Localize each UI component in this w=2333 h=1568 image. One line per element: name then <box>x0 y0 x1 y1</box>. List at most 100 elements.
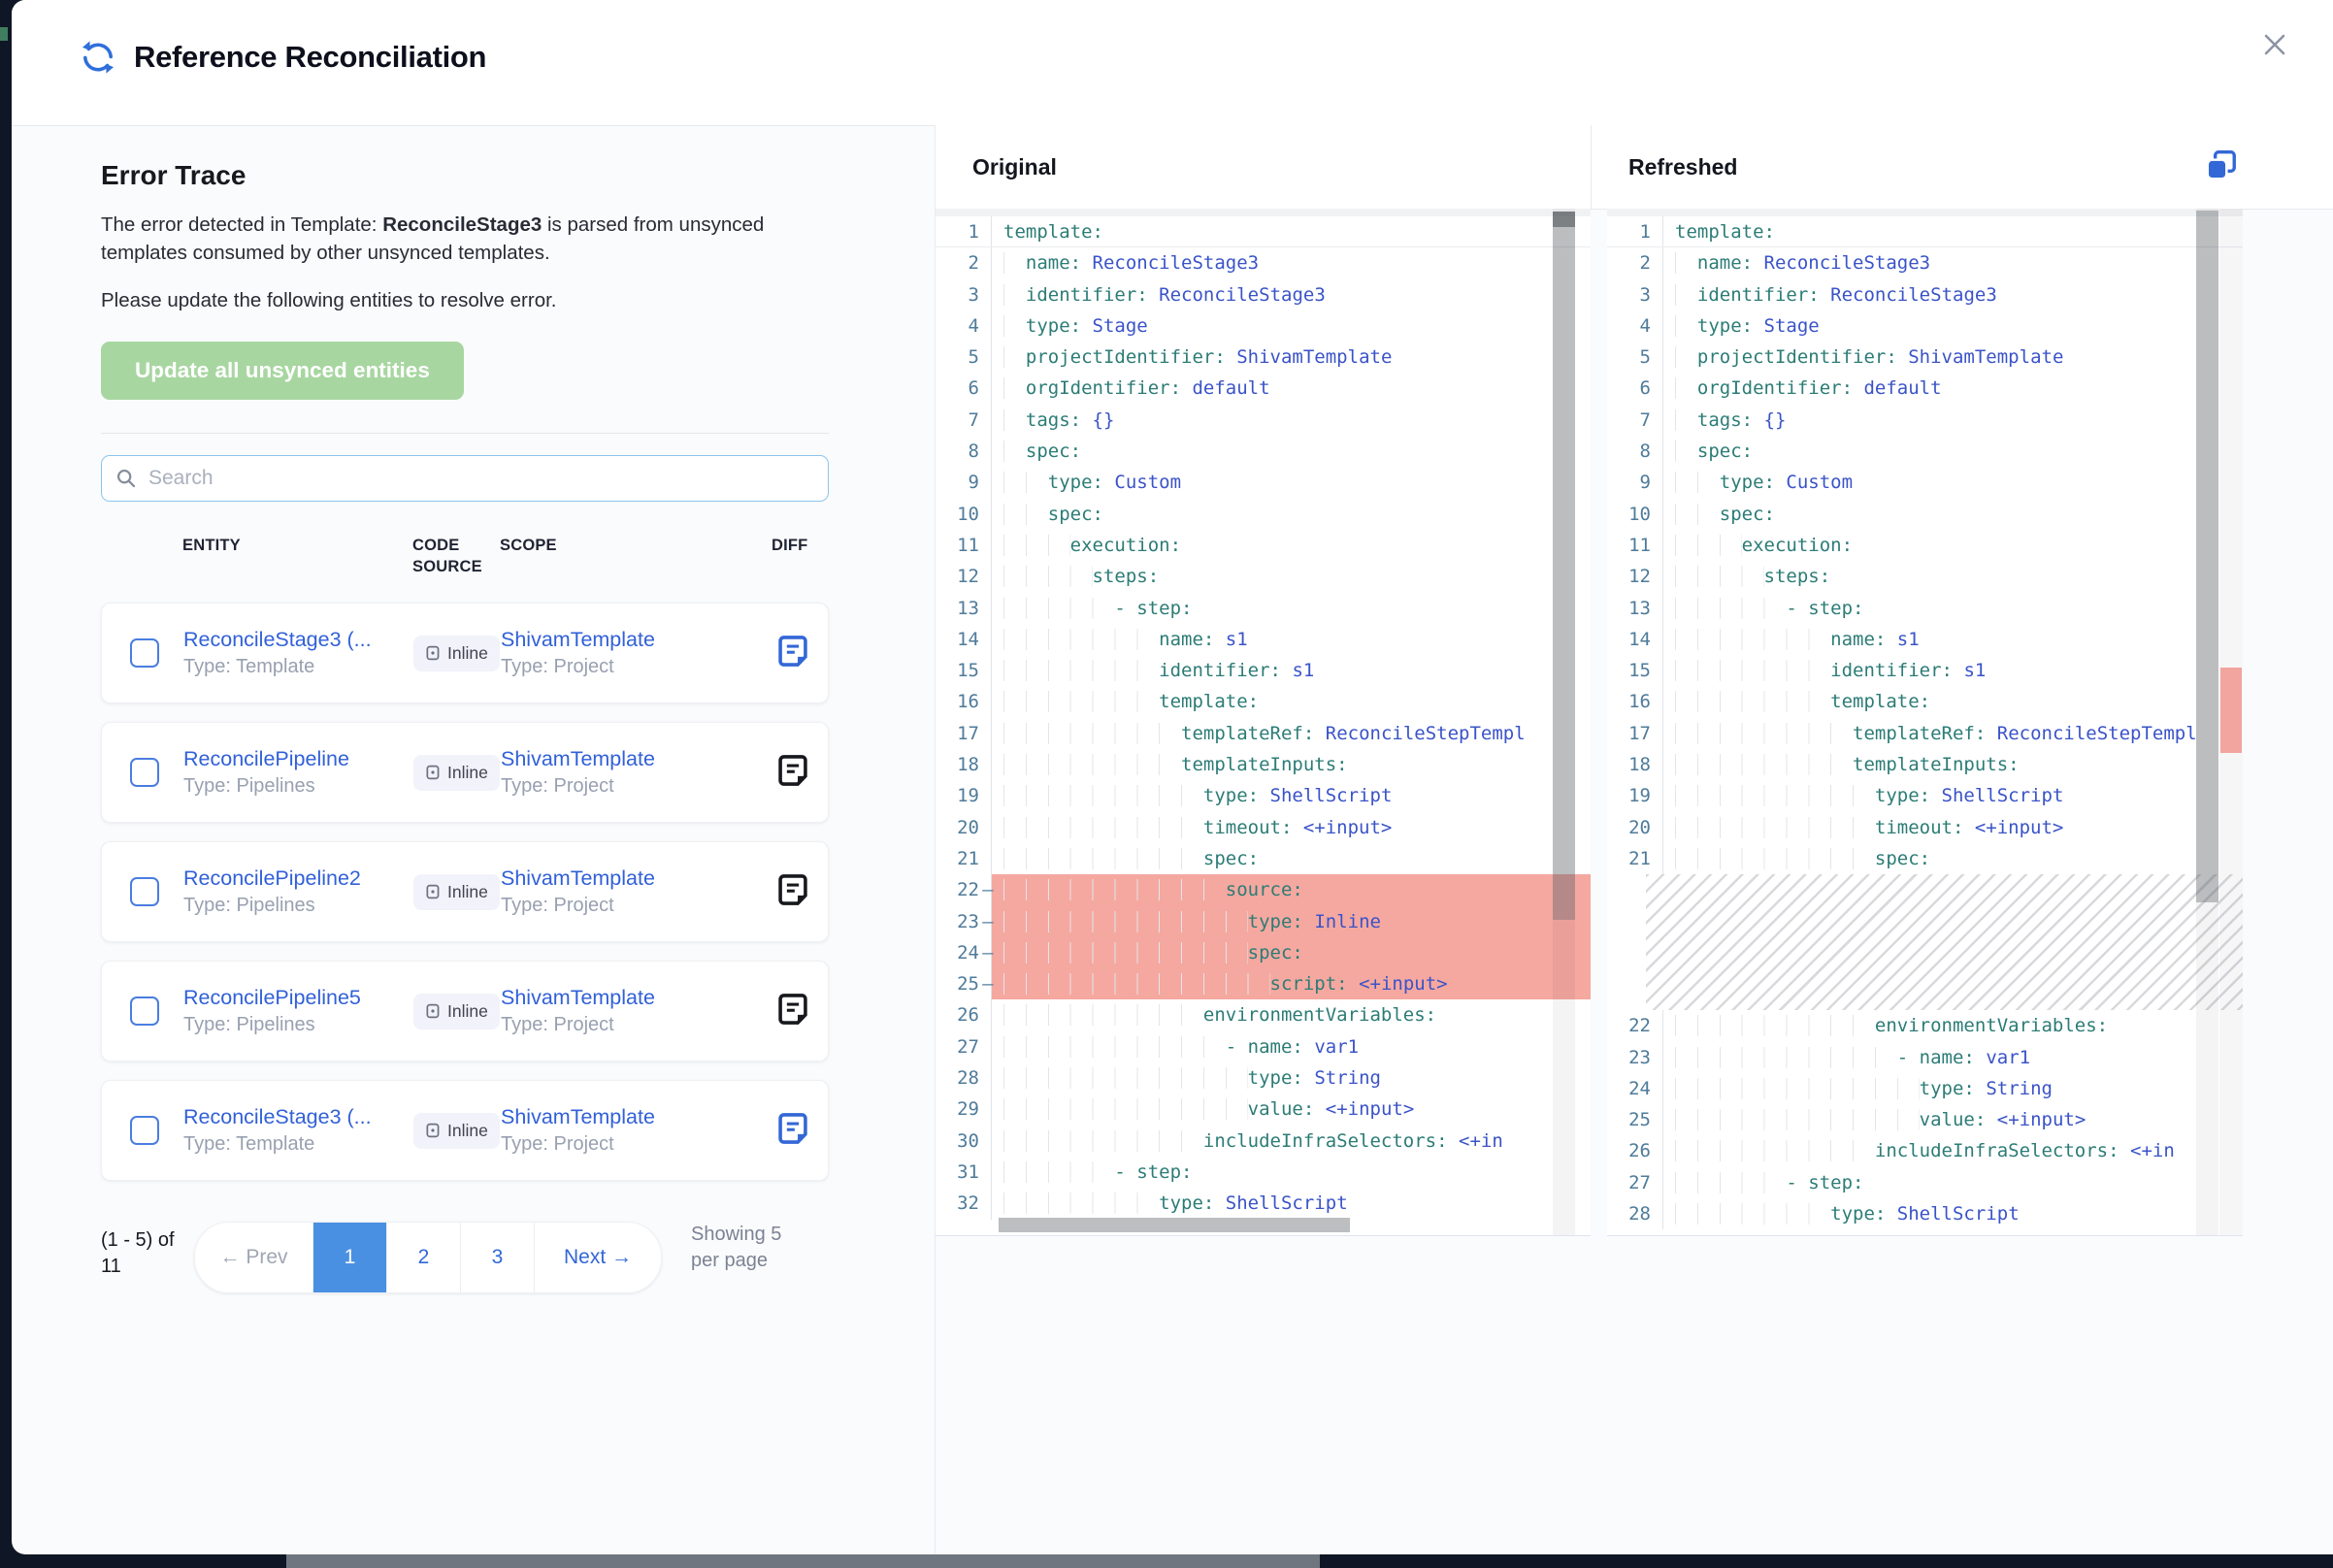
diff-icon-button[interactable] <box>778 993 807 1025</box>
line-number: 29 <box>936 1094 992 1126</box>
diff-icon-button[interactable] <box>778 635 807 667</box>
inline-icon <box>425 1003 441 1019</box>
line-number: 9 <box>1607 467 1663 499</box>
page-button-3[interactable]: 3 <box>461 1223 535 1292</box>
line-number: 10 <box>936 498 992 530</box>
code-line: 22 environmentVariables: <box>1607 1010 2243 1042</box>
dialog-header: Reference Reconciliation <box>12 0 2333 126</box>
line-number: 12 <box>936 561 992 593</box>
line-number: 9 <box>936 467 992 499</box>
row-checkbox[interactable] <box>130 996 159 1026</box>
entity-table: ReconcileStage3 (... Type: Template Inline… <box>101 603 829 1181</box>
entity-link[interactable]: ReconcileStage3 (... <box>183 628 372 651</box>
per-page-text: Showing 5 per page <box>691 1224 782 1271</box>
diff-icon-button[interactable] <box>778 873 807 908</box>
editor-top-strip <box>1607 209 2243 216</box>
entity-link[interactable]: ReconcilePipeline2 <box>183 866 361 890</box>
refreshed-vscroll-thumb[interactable] <box>2196 211 2218 902</box>
scope-link[interactable]: ShivamTemplate <box>501 628 655 651</box>
line-number: 14 <box>1607 623 1663 656</box>
code-source-badge: Inline <box>413 873 500 910</box>
code-line: 14 name: s1 <box>936 623 1591 656</box>
entity-link[interactable]: ReconcilePipeline <box>183 747 349 770</box>
code-line: 27 - step: <box>1607 1166 2243 1199</box>
table-row[interactable]: ReconcileStage3 (... Type: Template Inline… <box>101 603 829 703</box>
table-row[interactable]: ReconcilePipeline5 Type: Pipelines Inline S… <box>101 961 829 1062</box>
diff-panel-headers: Original Refreshed <box>936 125 2333 210</box>
section-divider <box>101 433 829 434</box>
original-panel-title: Original <box>972 153 1057 180</box>
line-number: 11 <box>1607 529 1663 562</box>
table-header-row: ENTITY CODE SOURCE SCOPE DIFF <box>101 535 829 577</box>
code-line: 15 identifier: s1 <box>1607 655 2243 687</box>
entity-link[interactable]: ReconcileStage3 (... <box>183 1105 372 1128</box>
line-number: 28 <box>1607 1198 1663 1230</box>
pagination: (1 - 5) of 11 ← Prev 1 2 3 Next → Showing 5 … <box>101 1222 875 1293</box>
original-code-editor[interactable]: 1 template: 2 name: ReconcileStage3 3 ident… <box>936 209 1591 1236</box>
row-checkbox[interactable] <box>130 1116 159 1145</box>
inline-icon <box>425 884 441 899</box>
scope-link[interactable]: ShivamTemplate <box>501 866 655 890</box>
line-number: 31 <box>936 1156 992 1189</box>
copy-button[interactable] <box>2203 148 2240 185</box>
close-button[interactable] <box>2253 25 2296 68</box>
scope-link[interactable]: ShivamTemplate <box>501 986 655 1009</box>
search-input[interactable] <box>147 466 814 491</box>
line-number: 15 <box>936 655 992 687</box>
original-horizontal-scrollbar[interactable] <box>936 1218 1575 1233</box>
code-line: 9 type: Custom <box>936 467 1591 499</box>
scope-type-label: Type: Project <box>501 895 614 916</box>
line-number: 24– <box>936 936 994 969</box>
code-line: 3 identifier: ReconcileStage3 <box>936 278 1591 310</box>
diff-icon-button[interactable] <box>778 1112 807 1144</box>
code-line: 2 name: ReconcileStage3 <box>1607 247 2243 279</box>
code-line: 10 spec: <box>936 498 1591 530</box>
page-horizontal-scrollbar-thumb[interactable] <box>286 1553 1320 1568</box>
diff-icon-button[interactable] <box>778 754 807 786</box>
code-line: 24– spec: <box>936 936 1591 969</box>
code-line: 24 type: String <box>1607 1072 2243 1105</box>
table-row[interactable]: ReconcilePipeline Type: Pipelines Inline Sh… <box>101 722 829 823</box>
refreshed-overview-ruler <box>2219 209 2243 1235</box>
row-checkbox[interactable] <box>130 758 159 787</box>
code-line: 27 - name: var1 <box>936 1030 1591 1063</box>
original-hscroll-thumb[interactable] <box>999 1218 1350 1232</box>
original-vscroll-thumb[interactable] <box>1553 212 1575 920</box>
line-number: 25 <box>1607 1104 1663 1136</box>
table-row[interactable]: ReconcilePipeline2 Type: Pipelines Inline S… <box>101 841 829 942</box>
table-row[interactable]: ReconcileStage3 (... Type: Template Inline… <box>101 1080 829 1181</box>
column-header: DIFF <box>772 537 808 554</box>
line-number: 22 <box>1607 1010 1663 1042</box>
code-line: 17 templateRef: ReconcileStepTempl <box>1607 717 2243 750</box>
entity-link[interactable]: ReconcilePipeline5 <box>183 986 361 1009</box>
line-number: 13 <box>1607 592 1663 624</box>
line-number: 19 <box>936 780 992 812</box>
row-checkbox[interactable] <box>130 877 159 906</box>
next-page-button[interactable]: Next → <box>535 1223 661 1292</box>
update-all-unsynced-button[interactable]: Update all unsynced entities <box>101 342 464 400</box>
line-number: 8 <box>936 436 992 468</box>
line-number: 27 <box>1607 1166 1663 1199</box>
entity-type-label: Type: Template <box>183 1133 315 1155</box>
refreshed-code-editor[interactable]: 1 template: 2 name: ReconcileStage3 3 ident… <box>1607 209 2243 1236</box>
entity-type-label: Type: Pipelines <box>183 775 315 797</box>
line-number: 15 <box>1607 655 1663 687</box>
prev-page-button[interactable]: ← Prev <box>195 1223 313 1292</box>
original-code-lines: 1 template: 2 name: ReconcileStage3 3 ident… <box>936 209 1591 1220</box>
page-button-1[interactable]: 1 <box>313 1223 387 1292</box>
original-vertical-scrollbar[interactable] <box>1553 209 1575 1235</box>
line-number: 24 <box>1607 1072 1663 1105</box>
line-number: 4 <box>1607 310 1663 343</box>
line-number: 3 <box>936 278 992 310</box>
code-line: 30 includeInfraSelectors: <+in <box>936 1125 1591 1157</box>
line-number: 26 <box>1607 1135 1663 1167</box>
scope-link[interactable]: ShivamTemplate <box>501 747 655 770</box>
line-number: 12 <box>1607 561 1663 593</box>
code-line: 25 value: <+input> <box>1607 1104 2243 1136</box>
line-number: 1 <box>936 216 992 247</box>
scope-link[interactable]: ShivamTemplate <box>501 1105 655 1128</box>
row-checkbox[interactable] <box>130 638 159 668</box>
page-button-2[interactable]: 2 <box>387 1223 461 1292</box>
refreshed-vertical-scrollbar[interactable] <box>2196 209 2218 1235</box>
diff-document-icon <box>778 873 807 908</box>
